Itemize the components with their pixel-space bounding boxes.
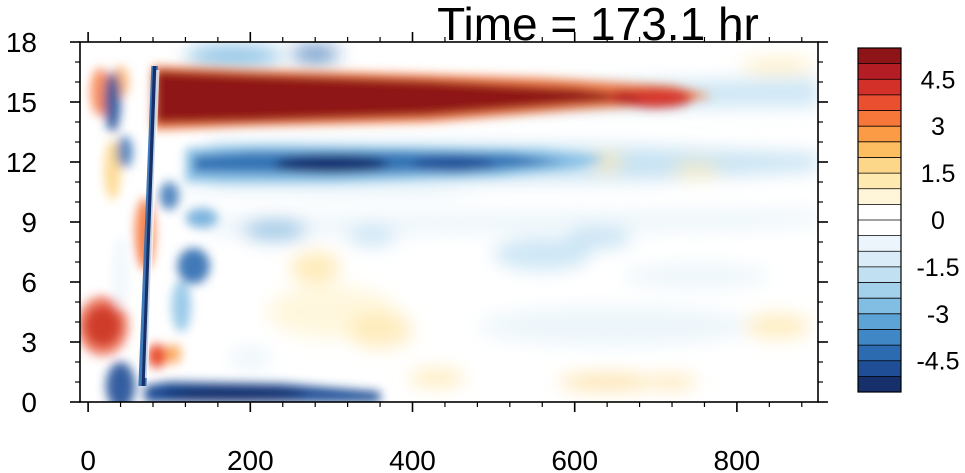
field-blob bbox=[116, 136, 133, 168]
colorbar-bin bbox=[858, 110, 901, 127]
field-blob bbox=[623, 264, 770, 288]
field-blob bbox=[230, 346, 271, 370]
colorbar-label: -4.5 bbox=[916, 348, 959, 376]
colorbar-bin bbox=[858, 188, 901, 205]
field-blob bbox=[274, 155, 389, 173]
colorbar-bin bbox=[858, 329, 901, 346]
field-blob bbox=[290, 46, 340, 62]
colorbar-frame bbox=[857, 47, 902, 393]
field-blob bbox=[104, 72, 121, 132]
colorbar-label: 0 bbox=[931, 207, 945, 235]
x-tick-label: 800 bbox=[714, 445, 761, 473]
field-warm-blob bbox=[80, 296, 129, 356]
field-blob bbox=[558, 375, 656, 389]
colorbar-bin bbox=[858, 235, 901, 252]
field-blob bbox=[185, 45, 283, 67]
colorbar-label: 1.5 bbox=[921, 160, 956, 188]
x-tick-label: 200 bbox=[227, 445, 274, 473]
chart-title: Time = 173.1 hr bbox=[437, 0, 759, 50]
colorbar-bin bbox=[858, 204, 901, 221]
field-blob bbox=[740, 60, 814, 72]
field-front bbox=[141, 66, 157, 386]
colorbar-bin bbox=[858, 157, 901, 174]
colorbar-bin bbox=[858, 251, 901, 268]
x-tick-label: 400 bbox=[389, 445, 436, 473]
colorbar-bin bbox=[858, 94, 901, 111]
field-blob bbox=[566, 228, 632, 248]
field-blob bbox=[745, 314, 810, 338]
field-blob bbox=[104, 140, 121, 200]
colorbar-label: 4.5 bbox=[921, 66, 956, 94]
field-front-edge bbox=[144, 70, 160, 378]
y-tick-label: 18 bbox=[6, 27, 37, 58]
y-axis: 0 3 6 9 12 15 18 bbox=[6, 27, 828, 418]
field-blob bbox=[672, 162, 721, 178]
colorbar-bin bbox=[858, 298, 901, 315]
colorbar-bin bbox=[858, 79, 901, 96]
colorbar-label: -1.5 bbox=[916, 254, 959, 282]
field-blob bbox=[619, 88, 693, 108]
colorbar-bin bbox=[858, 345, 901, 362]
colorbar: 4.5 3 1.5 0 -1.5 -3 -4.5 bbox=[857, 47, 960, 393]
field-blob bbox=[161, 387, 308, 401]
field-blob bbox=[242, 220, 308, 240]
field-blob bbox=[171, 280, 192, 332]
field-blob bbox=[477, 306, 754, 346]
field-blob bbox=[159, 182, 179, 210]
colorbar-bin bbox=[858, 282, 901, 299]
colorbar-bin bbox=[858, 141, 901, 158]
field-blob bbox=[290, 252, 340, 284]
colorbar-bin bbox=[858, 266, 901, 283]
y-tick-label: 3 bbox=[21, 327, 37, 358]
field-blob bbox=[592, 152, 622, 172]
colorbar-bin bbox=[858, 173, 901, 190]
colorbar-bin bbox=[858, 360, 901, 377]
y-tick-label: 12 bbox=[6, 147, 37, 178]
y-tick-label: 6 bbox=[21, 267, 37, 298]
field-blob bbox=[177, 248, 210, 284]
field-blob bbox=[165, 344, 182, 364]
field-blob bbox=[105, 362, 136, 402]
colorbar-label: 3 bbox=[931, 113, 945, 141]
field-warm-blob bbox=[147, 344, 167, 368]
x-tick-label: 0 bbox=[80, 445, 96, 473]
heatmap-field bbox=[80, 42, 818, 402]
field-blob bbox=[408, 370, 466, 386]
field-blob bbox=[347, 312, 413, 348]
x-axis: 0 200 400 600 800 bbox=[80, 32, 803, 473]
field-blob bbox=[493, 238, 591, 270]
field-warm-core bbox=[154, 70, 656, 124]
field-blob bbox=[185, 208, 218, 228]
field-blob bbox=[647, 376, 697, 388]
colorbar-bin bbox=[858, 63, 901, 80]
field-blob bbox=[347, 226, 397, 246]
colorbar-bin bbox=[858, 220, 901, 236]
field-blob bbox=[412, 156, 494, 172]
colorbar-bin bbox=[858, 126, 901, 143]
field-blob bbox=[607, 90, 640, 104]
field-faint-band bbox=[169, 182, 494, 198]
x-tick-label: 600 bbox=[551, 445, 598, 473]
colorbar-bin bbox=[858, 313, 901, 330]
y-tick-label: 0 bbox=[21, 387, 37, 418]
colorbar-bin bbox=[858, 376, 901, 393]
colorbar-label: -3 bbox=[927, 301, 949, 329]
field-blob bbox=[112, 236, 129, 308]
y-tick-label: 9 bbox=[21, 207, 37, 238]
y-tick-label: 15 bbox=[6, 87, 37, 118]
colorbar-bin bbox=[858, 48, 901, 64]
